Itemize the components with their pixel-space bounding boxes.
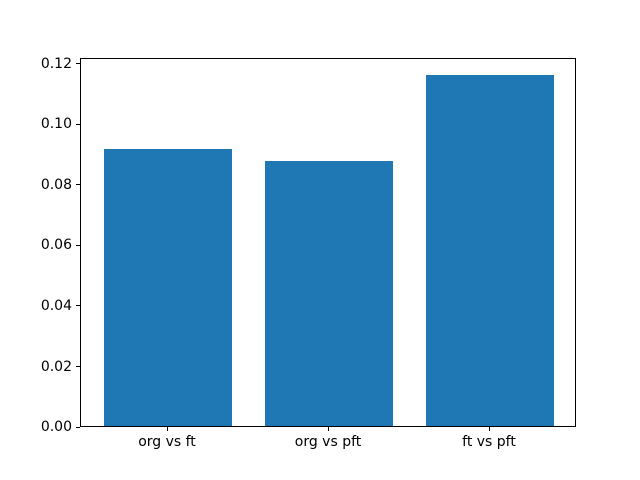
x-tick-mark	[166, 427, 168, 431]
y-tick-label: 0.04	[40, 297, 72, 314]
y-tick-mark	[76, 366, 80, 367]
x-tick-label-ft-vs-pft: ft vs pft	[462, 434, 516, 450]
y-tick-mark	[76, 63, 80, 65]
bar-org-vs-ft	[103, 148, 233, 426]
y-tick-mark	[76, 426, 80, 428]
y-tick-label: 0.06	[40, 237, 72, 254]
y-tick-label: 0.12	[40, 55, 72, 72]
x-tick-label-org-vs-pft: org vs pft	[294, 434, 362, 450]
y-tick-label: 0.00	[40, 419, 72, 435]
y-tick-label: 0.08	[40, 176, 72, 193]
plot-area	[80, 58, 576, 427]
bar-ft-vs-pft	[425, 74, 555, 426]
y-tick-mark	[76, 184, 80, 186]
bar-org-vs-pft	[264, 160, 394, 426]
y-tick-mark	[76, 305, 80, 307]
y-tick-label: 0.10	[40, 116, 72, 133]
y-tick-mark	[76, 244, 80, 246]
y-tick-label: 0.02	[40, 358, 72, 375]
x-tick-mark	[327, 427, 329, 431]
x-tick-label-org-vs-ft: org vs ft	[138, 434, 196, 450]
x-tick-mark	[488, 427, 490, 431]
y-tick-mark	[76, 123, 80, 125]
